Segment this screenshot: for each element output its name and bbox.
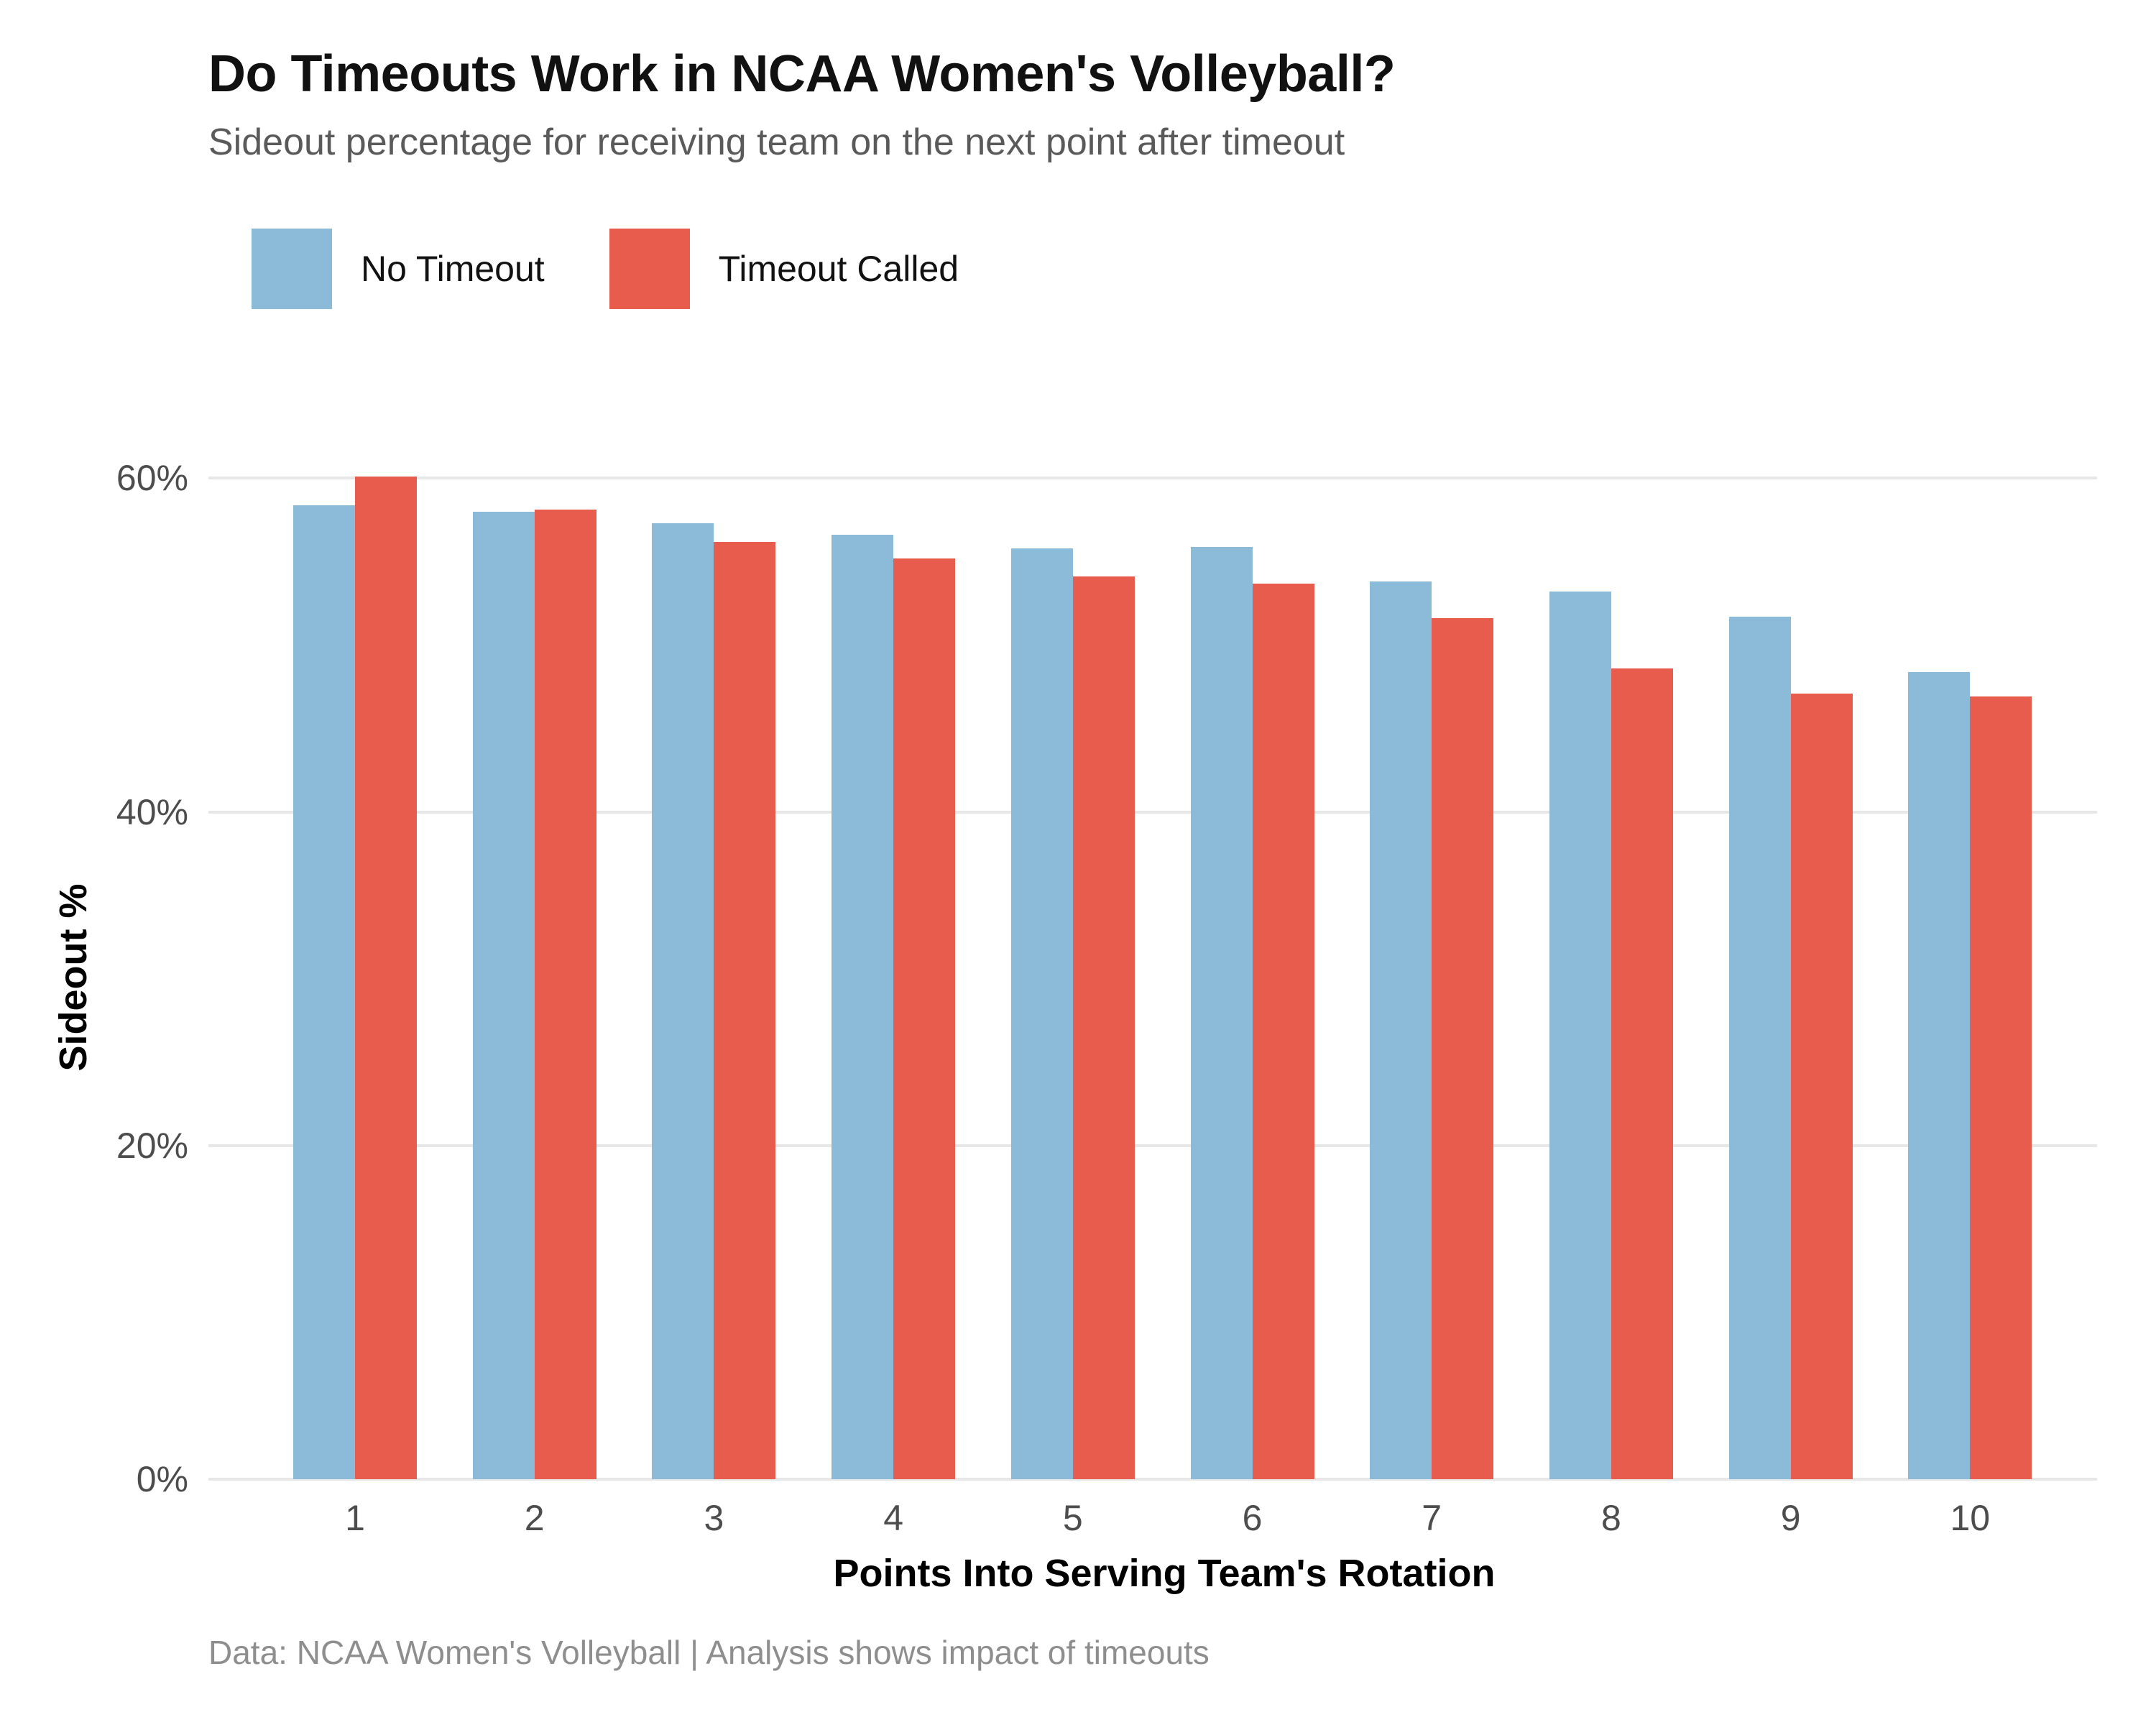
y-axis-title: Sideout % bbox=[52, 883, 95, 1072]
bar-timeout-called-3 bbox=[714, 541, 776, 1479]
bar-timeout-called-1 bbox=[355, 477, 417, 1479]
x-axis-title: Points Into Serving Team's Rotation bbox=[833, 1552, 1496, 1595]
bar-no-timeout-3 bbox=[652, 523, 714, 1479]
x-tick-label-1: 1 bbox=[345, 1498, 365, 1538]
x-tick-label-10: 10 bbox=[1950, 1498, 1991, 1538]
bar-timeout-called-5 bbox=[1072, 576, 1135, 1479]
legend-label-no-timeout: No Timeout bbox=[361, 249, 545, 289]
x-tick-label-6: 6 bbox=[1242, 1498, 1263, 1538]
bar-timeout-called-4 bbox=[893, 558, 956, 1479]
bar-timeout-called-2 bbox=[534, 510, 596, 1479]
legend-swatch-timeout-called bbox=[609, 229, 690, 309]
legend-item-no-timeout: No Timeout bbox=[252, 229, 545, 309]
bar-timeout-called-8 bbox=[1611, 668, 1673, 1479]
bar-no-timeout-2 bbox=[472, 511, 535, 1479]
gridline-20 bbox=[208, 1144, 2097, 1147]
bar-no-timeout-9 bbox=[1728, 617, 1791, 1479]
x-tick-label-7: 7 bbox=[1422, 1498, 1442, 1538]
gridline-60 bbox=[208, 477, 2097, 480]
footer-note: Data: NCAA Women's Volleyball | Analysis… bbox=[208, 1634, 1210, 1671]
y-tick-label-60: 60% bbox=[116, 458, 188, 499]
x-tick-label-3: 3 bbox=[704, 1498, 724, 1538]
y-tick-label-0: 0% bbox=[136, 1459, 188, 1499]
gridline-40 bbox=[208, 810, 2097, 814]
legend: No Timeout Timeout Called bbox=[252, 229, 1023, 309]
bar-timeout-called-9 bbox=[1790, 693, 1853, 1479]
gridline-0 bbox=[208, 1478, 2097, 1481]
bar-timeout-called-10 bbox=[1970, 696, 2032, 1479]
bar-timeout-called-6 bbox=[1252, 583, 1314, 1479]
y-tick-label-40: 40% bbox=[116, 791, 188, 832]
bar-timeout-called-7 bbox=[1432, 618, 1494, 1479]
chart-title: Do Timeouts Work in NCAA Women's Volleyb… bbox=[208, 45, 1396, 103]
bar-no-timeout-8 bbox=[1549, 592, 1611, 1479]
bar-no-timeout-10 bbox=[1908, 671, 1971, 1479]
legend-swatch-no-timeout bbox=[252, 229, 332, 309]
x-tick-label-5: 5 bbox=[1062, 1498, 1083, 1538]
bar-no-timeout-7 bbox=[1370, 581, 1432, 1479]
legend-label-timeout-called: Timeout Called bbox=[718, 249, 959, 289]
bar-no-timeout-6 bbox=[1190, 546, 1253, 1479]
x-tick-label-9: 9 bbox=[1780, 1498, 1801, 1538]
y-tick-label-20: 20% bbox=[116, 1125, 188, 1166]
bar-no-timeout-5 bbox=[1010, 548, 1073, 1479]
bar-no-timeout-1 bbox=[293, 505, 355, 1479]
x-tick-label-2: 2 bbox=[524, 1498, 545, 1538]
x-tick-label-4: 4 bbox=[883, 1498, 903, 1538]
chart-subtitle: Sideout percentage for receiving team on… bbox=[208, 121, 1345, 163]
x-tick-label-8: 8 bbox=[1600, 1498, 1621, 1538]
legend-item-timeout-called: Timeout Called bbox=[609, 229, 959, 309]
bar-no-timeout-4 bbox=[831, 535, 894, 1479]
